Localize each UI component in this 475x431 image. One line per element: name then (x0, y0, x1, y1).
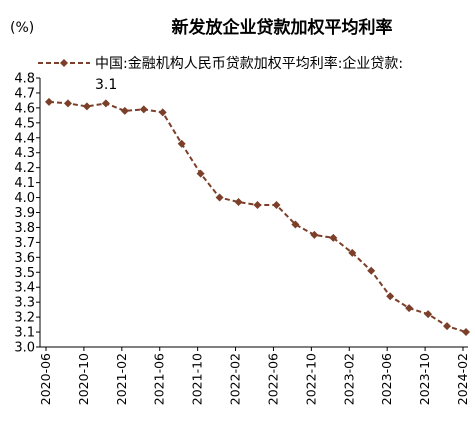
y-axis: 3.03.13.23.33.43.53.63.73.83.94.04.14.24… (14, 72, 40, 356)
data-point (386, 292, 395, 301)
x-tick-label: 2023-06 (379, 353, 394, 405)
data-point (462, 328, 470, 337)
x-tick-label: 2022-06 (265, 353, 280, 405)
y-tick-label: 4.6 (14, 101, 35, 116)
y-tick-label: 4.8 (14, 72, 35, 87)
y-tick-label: 3.0 (14, 341, 35, 356)
y-tick-label: 3.9 (14, 206, 35, 221)
data-point (63, 99, 72, 108)
data-point (272, 201, 281, 210)
data-point (215, 193, 224, 202)
x-tick-label: 2022-10 (303, 353, 318, 405)
y-tick-label: 3.5 (14, 266, 35, 281)
y-tick-label: 3.7 (14, 236, 35, 251)
legend-label: 中国:金融机构人民币贷款加权平均利率:企业贷款: (95, 55, 403, 72)
data-point (196, 169, 205, 178)
data-point (253, 201, 262, 210)
data-point (367, 266, 376, 275)
x-tick-label: 2020-06 (38, 353, 53, 405)
y-tick-label: 3.3 (14, 296, 35, 311)
x-tick-label: 2024-02 (455, 353, 470, 405)
y-tick-label: 3.2 (14, 311, 35, 326)
y-tick-label: 3.6 (14, 251, 35, 266)
data-point (177, 139, 186, 148)
y-tick-label: 3.8 (14, 221, 35, 236)
y-tick-label: 4.1 (14, 176, 35, 191)
y-tick-label: 3.4 (14, 281, 35, 296)
series-line (48, 100, 467, 334)
y-tick-label: 4.3 (14, 146, 35, 161)
data-point (424, 310, 433, 319)
chart-title: 新发放企业贷款加权平均利率 (172, 17, 393, 38)
axes (39, 78, 468, 348)
x-tick-label: 2022-02 (228, 353, 243, 405)
x-axis: 2020-06 2020-10 2021-02 2021-06 2021-10 2022-… (38, 347, 470, 405)
legend-marker (60, 59, 68, 67)
x-tick-label: 2023-10 (417, 353, 432, 405)
data-point (234, 198, 243, 207)
x-tick-label: 2021-02 (114, 353, 129, 405)
data-point (329, 233, 338, 242)
unit-label: (%) (10, 20, 34, 36)
series (45, 97, 470, 337)
y-tick-label: 4.5 (14, 116, 35, 131)
y-tick-label: 4.7 (14, 86, 35, 101)
y-tick-label: 3.1 (14, 326, 35, 341)
data-point (310, 230, 319, 239)
y-tick-label: 4.2 (14, 161, 35, 176)
legend-label-value: 3.1 (95, 77, 117, 93)
data-point (139, 105, 148, 114)
data-point (348, 248, 357, 257)
data-point (45, 97, 53, 106)
data-point (291, 220, 300, 229)
data-point (443, 322, 452, 331)
data-point (120, 106, 129, 115)
legend: 中国:金融机构人民币贷款加权平均利率:企业贷款: 3.1 (38, 55, 403, 93)
y-tick-label: 4.0 (14, 191, 35, 206)
x-tick-label: 2023-02 (341, 353, 356, 405)
y-tick-label: 4.4 (14, 131, 35, 146)
data-point (405, 304, 414, 313)
data-point (158, 108, 167, 117)
x-tick-label: 2020-10 (76, 353, 91, 405)
data-point (82, 102, 91, 111)
data-point (101, 99, 110, 108)
x-tick-label: 2021-06 (152, 353, 167, 405)
x-tick-label: 2021-10 (190, 353, 205, 405)
